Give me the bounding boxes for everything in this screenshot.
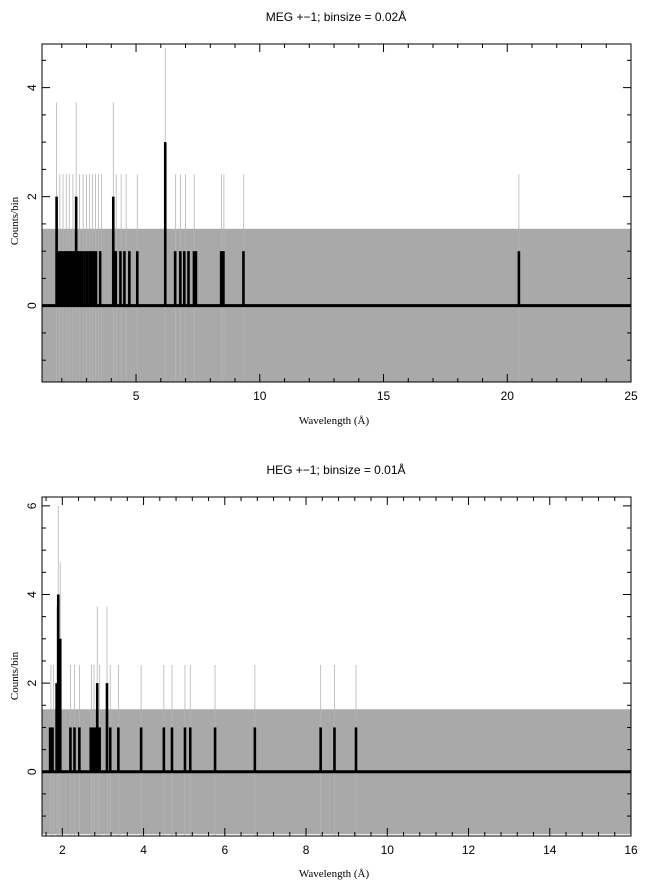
heg-y-tick-label: 2 [25, 679, 39, 686]
meg-y-tick-label: 4 [25, 84, 39, 91]
meg-count-bars [55, 142, 521, 306]
heg-x-axis-label: Wavelength (Å) [299, 868, 370, 880]
heg-panel: HEG +−1; binsize = 0.01Å 2 4 6 8 10 12 14 16 02… [9, 462, 638, 880]
heg-y-tick-label: 6 [25, 502, 39, 509]
meg-x-axis-label: Wavelength (Å) [299, 415, 370, 427]
heg-y-tick-label: 4 [25, 591, 39, 598]
heg-x-tick-label: 12 [462, 843, 476, 857]
meg-y-tick-label: 2 [25, 193, 39, 200]
meg-y-ticks: 0 2 4 [25, 59, 631, 361]
meg-plot-frame [41, 43, 632, 383]
heg-y-ticks: 0 2 4 6 [25, 502, 631, 817]
heg-x-tick-label: 6 [221, 843, 228, 857]
heg-x-ticks: 2 4 6 8 10 12 14 16 [45, 497, 638, 857]
meg-x-tick-label: 20 [501, 389, 515, 403]
heg-count-bars [48, 594, 358, 772]
meg-x-tick-label: 10 [253, 389, 267, 403]
heg-y-tick-label: 0 [25, 768, 39, 775]
heg-y-axis-label: Counts/bin [9, 651, 21, 700]
meg-title: MEG +−1; binsize = 0.02Å [266, 9, 406, 24]
heg-x-tick-label: 8 [303, 843, 310, 857]
meg-x-ticks: 5 10 15 20 25 [61, 44, 638, 403]
meg-y-tick-label: 0 [25, 302, 39, 309]
heg-plot-frame [41, 496, 632, 837]
meg-x-tick-label: 15 [377, 389, 391, 403]
heg-x-tick-label: 16 [624, 843, 638, 857]
meg-x-tick-label: 25 [624, 389, 638, 403]
meg-x-tick-label: 5 [133, 389, 140, 403]
heg-title: HEG +−1; binsize = 0.01Å [266, 462, 405, 477]
heg-x-tick-label: 10 [381, 843, 395, 857]
heg-x-tick-label: 14 [543, 843, 557, 857]
meg-panel: MEG +−1; binsize = 0.02Å 5 10 15 20 25 0 2 4 W… [9, 9, 638, 427]
meg-y-axis-label: Counts/bin [9, 196, 21, 245]
heg-x-tick-label: 2 [59, 843, 66, 857]
heg-x-tick-label: 4 [140, 843, 147, 857]
